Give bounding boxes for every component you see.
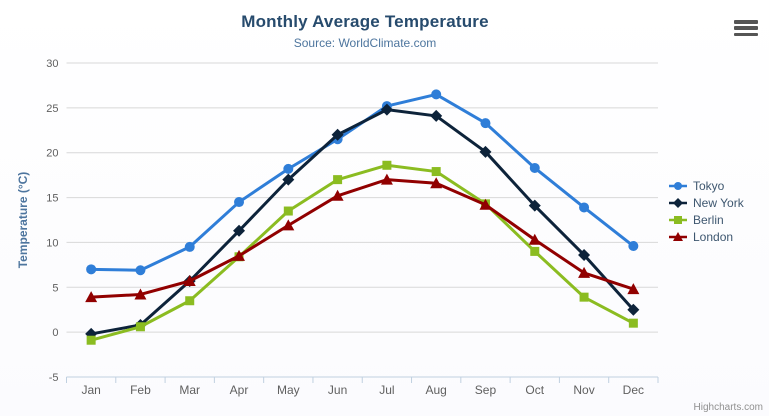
x-axis-label: May [277,383,300,397]
data-point-london[interactable] [479,198,492,210]
data-point-london[interactable] [528,233,541,245]
data-point-tokyo[interactable] [628,241,639,252]
y-axis-tick-label: 10 [46,237,58,249]
data-point-berlin[interactable] [135,322,145,332]
x-axis-label: Oct [525,383,544,397]
data-point-london[interactable] [578,266,591,278]
data-point-london[interactable] [331,189,344,201]
data-point-berlin[interactable] [579,292,589,302]
y-axis-tick-label: 5 [52,282,58,294]
y-axis-tick-label: -5 [49,372,59,384]
hamburger-menu-icon [734,20,758,24]
legend-label: New York [693,195,744,210]
data-point-berlin[interactable] [431,167,441,177]
legend-item-new-york[interactable]: New York [668,194,744,211]
credits-link[interactable]: Highcharts.com [693,402,763,413]
legend-item-tokyo[interactable]: Tokyo [668,177,744,194]
data-point-london[interactable] [134,288,147,300]
series-line-london[interactable] [89,178,635,299]
data-point-new-york[interactable] [578,248,591,261]
data-point-tokyo[interactable] [283,163,294,174]
chart-title: Monthly Average Temperature [241,12,489,31]
data-point-new-york[interactable] [380,103,393,116]
y-axis-tick-label: 0 [52,327,58,339]
data-point-tokyo[interactable] [184,241,195,252]
data-point-london[interactable] [233,249,246,261]
chart-subtitle: Source: WorldClimate.com [293,36,437,50]
data-point-berlin[interactable] [382,160,392,170]
legend-item-berlin[interactable]: Berlin [668,211,744,228]
series-new-york [85,103,640,340]
data-point-london[interactable] [183,275,196,287]
data-point-tokyo[interactable] [86,264,97,275]
data-point-london[interactable] [282,219,295,231]
x-axis-label: Mar [179,383,200,397]
data-point-london[interactable] [380,173,393,185]
series-london [85,173,640,303]
data-point-tokyo[interactable] [480,118,491,129]
data-point-tokyo[interactable] [431,89,442,100]
legend-label: London [693,229,734,244]
data-point-berlin[interactable] [86,335,96,345]
y-axis-tick-label: 30 [46,58,58,70]
data-point-new-york[interactable] [430,109,443,122]
data-point-tokyo[interactable] [234,197,245,208]
data-point-tokyo[interactable] [529,162,540,173]
x-axis-label: Jul [379,383,394,397]
data-point-berlin[interactable] [628,318,638,328]
data-point-new-york[interactable] [528,199,541,212]
data-point-new-york[interactable] [331,128,344,141]
data-point-new-york[interactable] [282,173,295,186]
x-axis-label: Jun [328,383,347,397]
x-axis-label: Aug [426,383,447,397]
series-tokyo [86,89,639,276]
data-point-berlin[interactable] [283,206,293,216]
legend-item-london[interactable]: London [668,228,744,245]
data-point-tokyo[interactable] [135,265,146,276]
data-point-berlin[interactable] [530,246,540,256]
x-axis-label: Sep [475,383,497,397]
data-point-berlin[interactable] [185,296,195,306]
x-axis-label: Feb [130,383,151,397]
x-axis-label: Dec [623,383,644,397]
x-axis-label: Nov [573,383,594,397]
y-axis-tick-label: 25 [46,103,58,115]
data-point-london[interactable] [430,177,443,189]
data-point-tokyo[interactable] [579,202,590,213]
series-line-berlin[interactable] [89,163,635,342]
chart-context-menu-button[interactable] [734,20,758,36]
triangle-marker-icon [669,231,687,241]
x-axis-label: Apr [230,383,249,397]
y-axis-title: Temperature (°C) [16,172,30,269]
y-axis-tick-label: 15 [46,193,58,205]
y-axis-tick-label: 20 [46,148,58,160]
data-point-new-york[interactable] [627,303,640,316]
circle-marker-icon [669,181,687,190]
square-marker-icon [669,215,687,224]
series-line-new-york[interactable] [89,108,635,336]
legend-label: Berlin [693,212,724,227]
data-point-berlin[interactable] [333,175,343,185]
data-point-london[interactable] [627,283,640,295]
data-point-new-york[interactable] [479,145,492,158]
x-axis-label: Jan [81,383,100,397]
legend-label: Tokyo [693,178,725,193]
data-point-new-york[interactable] [233,224,246,237]
series-berlin [86,160,638,345]
legend: Tokyo New York Berlin London [668,177,744,245]
data-point-london[interactable] [85,291,98,303]
diamond-marker-icon [669,197,687,208]
